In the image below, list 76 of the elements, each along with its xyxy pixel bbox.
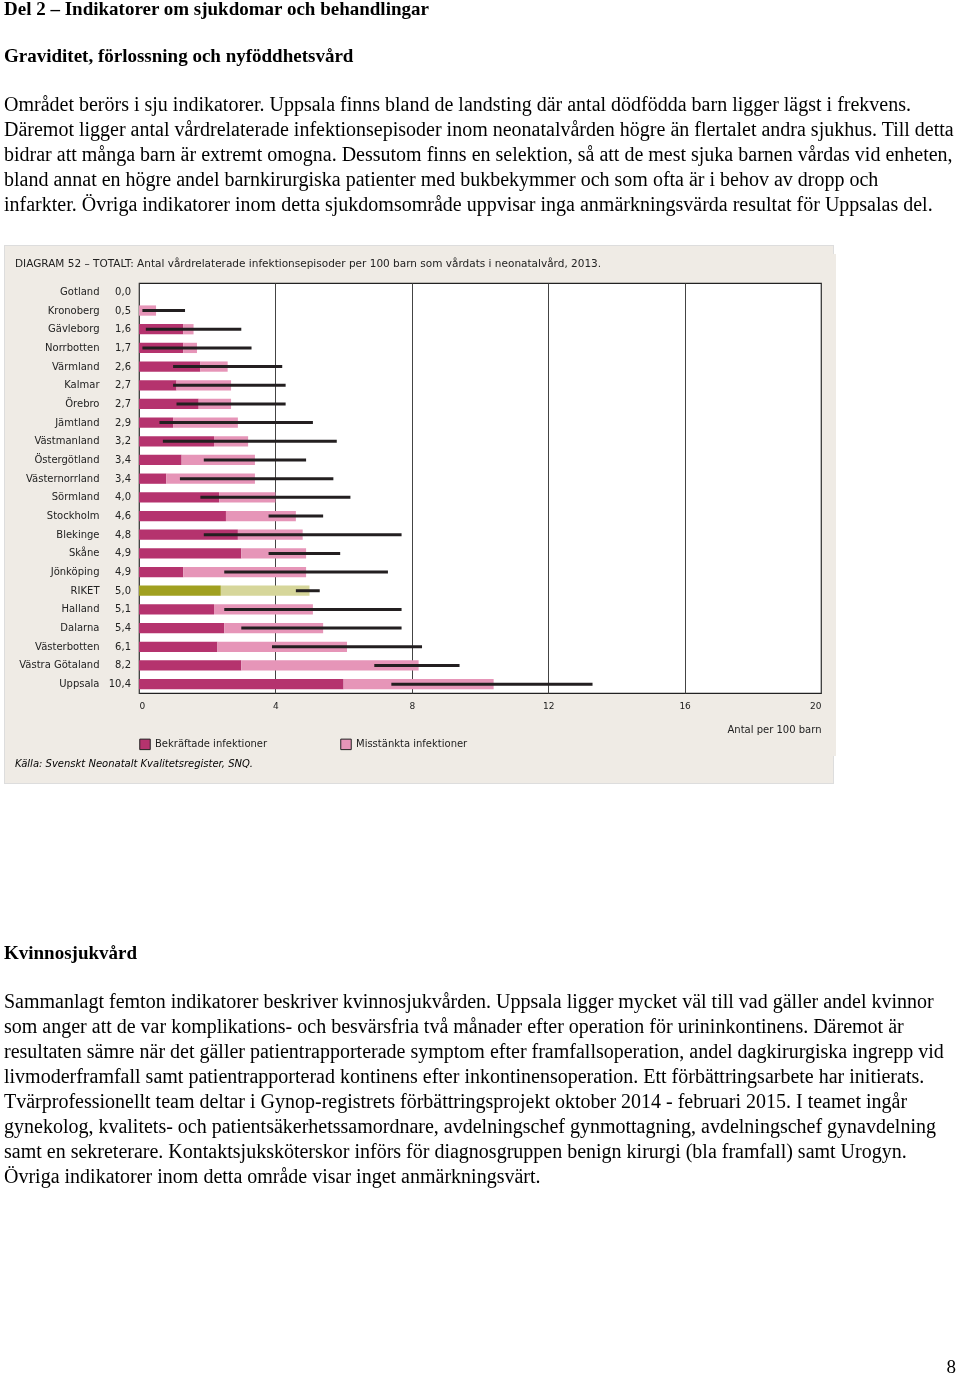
- text: Området berörs i sju indikatorer. Uppsala finns bland de landsting där antal dödfödda barn ligger lägst i frekvens. Däremot ligger antal vårdrelaterade infektionsepisoder inom neonatalvården högre än flertalet andra sjukhus. Till detta bidrar att många barn är extremt omogna. Dessutom finns en selektion, så att de mest sjuka barnen vårdas vid enheten, bland annat en högre andel barnkirurgiska patienter med bukbekymmer och som ofta är i behov av dropp och infarkter. Övriga indikatorer inom detta sjukdomsområde uppvisar inga anmärkningsvärda resultat för Uppsalas del.: [4, 92, 955, 217]
- y-tick-label: Västernorrland: [25, 472, 100, 484]
- y-tick-label: Jönköping: [49, 566, 100, 578]
- total-label: 4,9: [115, 566, 131, 578]
- bar: [139, 548, 242, 559]
- bar: [139, 492, 220, 503]
- total-label: 4,0: [115, 491, 131, 503]
- text: Källa: Svenskt Neonatalt Kvalitetsregister, SNQ.: [15, 758, 255, 769]
- total-label: 5,1: [115, 603, 131, 615]
- y-tick-label: Blekinge: [56, 528, 100, 540]
- x-tick-label: 0: [139, 700, 146, 711]
- bar: [139, 622, 225, 634]
- y-tick-label: Jämtland: [54, 416, 100, 428]
- y-tick-label: Gotland: [60, 285, 100, 297]
- y-tick-label: Västerbotten: [35, 640, 100, 652]
- total-label: 5,4: [115, 622, 131, 634]
- y-tick-label: Norrbotten: [45, 341, 100, 353]
- total-label: 4,8: [115, 528, 131, 540]
- y-tick-label: Östergötland: [34, 452, 100, 465]
- text: 8: [946, 1356, 956, 1378]
- text: Del 2 – Indikatorer om sjukdomar och behandlingar: [4, 0, 430, 20]
- x-tick-label: 16: [679, 700, 692, 711]
- x-tick-label: 8: [409, 700, 416, 711]
- bar: [241, 660, 419, 671]
- bar: [139, 473, 167, 484]
- total-label: 10,4: [108, 678, 131, 690]
- total-label: 1,6: [115, 323, 131, 335]
- total-label: 1,7: [115, 341, 131, 353]
- x-tick-label: 20: [810, 700, 822, 711]
- total-label: 2,7: [115, 379, 131, 391]
- total-label: 4,9: [115, 547, 131, 559]
- x-tick-label: 12: [542, 700, 555, 711]
- chart-title: DIAGRAM 52 – TOTALT: Antal vårdrelaterade infektionsepisoder per 100 barn som vårdats i neonatalvård, 2013.: [15, 256, 602, 269]
- bar: [220, 585, 310, 596]
- y-tick-label: Västmanland: [34, 435, 100, 447]
- bar: [139, 566, 184, 578]
- y-tick-label: Gävleborg: [48, 323, 100, 335]
- total-label: 2,6: [115, 360, 131, 372]
- x-tick-label: 4: [273, 700, 280, 711]
- bar: [139, 660, 242, 671]
- total-label: 4,6: [115, 510, 131, 522]
- y-tick-label: Kalmar: [64, 379, 101, 391]
- bar: [139, 510, 226, 522]
- bar: [139, 585, 221, 596]
- y-tick-label: Skåne: [68, 546, 100, 559]
- total-label: 0,0: [115, 285, 131, 297]
- total-label: 2,9: [115, 416, 131, 428]
- y-tick-label: Uppsala: [59, 678, 100, 690]
- bar: [139, 454, 182, 466]
- text: Graviditet, förlossning och nyföddhetsvård: [4, 45, 355, 67]
- y-tick-label: Värmland: [52, 360, 100, 372]
- y-tick-label: Halland: [61, 603, 100, 615]
- total-label: 5,0: [115, 584, 131, 596]
- legend-label: Misstänkta infektioner: [356, 738, 469, 750]
- y-tick-label: Örebro: [65, 396, 100, 409]
- x-axis-title: Antal per 100 barn: [727, 723, 822, 735]
- y-tick-label: RIKET: [70, 584, 101, 596]
- total-label: 8,2: [115, 659, 131, 671]
- bar: [139, 380, 177, 391]
- text: Kvinnosjukvård: [4, 942, 139, 964]
- total-label: 0,5: [115, 304, 131, 316]
- total-label: 3,2: [115, 435, 131, 447]
- y-tick-label: Sörmland: [51, 491, 100, 503]
- total-label: 6,1: [115, 640, 131, 652]
- bar: [139, 604, 215, 615]
- legend-label: Bekräftade infektioner: [155, 738, 268, 750]
- total-label: 3,4: [115, 472, 131, 484]
- y-tick-label: Västra Götaland: [19, 659, 100, 671]
- y-tick-label: Dalarna: [60, 622, 100, 634]
- total-label: 2,7: [115, 397, 131, 409]
- total-label: 3,4: [115, 453, 131, 465]
- y-tick-label: Kronoberg: [47, 304, 100, 316]
- bar: [139, 641, 218, 652]
- y-tick-label: Stockholm: [46, 510, 100, 522]
- bar: [139, 678, 344, 690]
- text: Sammanlagt femton indikatorer beskriver kvinnosjukvården. Uppsala ligger mycket väl till vad gäller andel kvinnor som anger att de var komplikations- och besvärsfria två månader efter operation för urininkontinens. Däremot är resultaten sämre när det gäller patientrapporterade symptom efter framfallsoperation, andel dagkirurgiska ingrepp vid livmoderframfall samt patientrapporterad kontinens efter inkontinensoperation. Ett förbättringsarbete har initierats. Tvärprofessionellt team deltar i Gynop-registrets förbättringsprojekt oktober 2014 - februari 2015. I teamet ingår gynekolog, kvalitets- och patientsäkerhetssamordnare, avdelningschef gynmottagning, avdelningschef gynavdelning samt en sekreterare. Kontaktsjuksköterskor införs för diagnosgruppen benign kirurgi (bla framfall) samt Urogyn. Övriga indikatorer inom detta område visar inget anmärkningsvärt.: [4, 989, 945, 1189]
